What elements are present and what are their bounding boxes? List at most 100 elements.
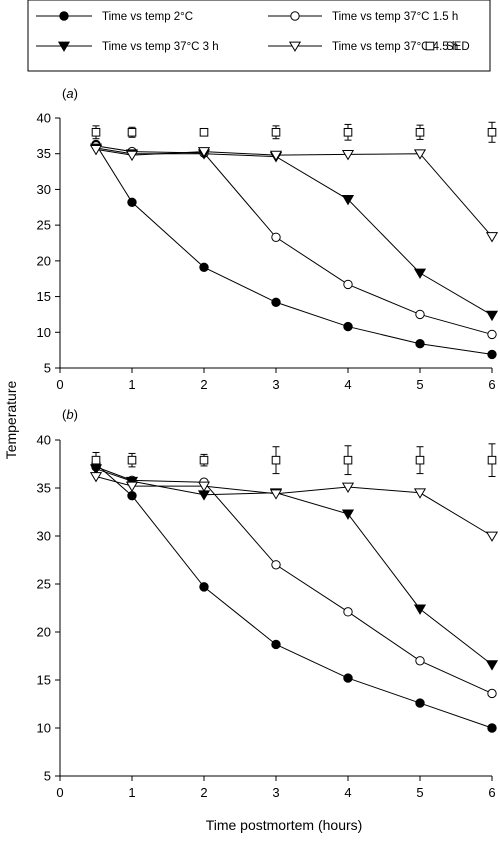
sed-point (343, 455, 353, 465)
legend: Time vs temp 2°C Time vs temp 37°C 1.5 h T… (27, 0, 491, 72)
x-tick-label: 6 (488, 785, 495, 800)
legend-entry: Time vs temp 2°C (36, 11, 193, 23)
y-tick-label: 15 (37, 289, 51, 304)
y-tick-label: 5 (44, 361, 51, 376)
sed-point (199, 127, 209, 137)
series-37c-1-5h-point (343, 607, 353, 617)
sed-point (127, 455, 137, 465)
series-37c-3h-line (95, 147, 493, 316)
series-37c-4-5h-point (125, 481, 139, 493)
legend-marker (290, 11, 300, 21)
legend-label: Time vs temp 37°C 1.5 h (332, 11, 458, 23)
series-37c-4-5h-point (269, 489, 283, 500)
legend-label: Time vs temp 37°C 3 h (102, 41, 219, 53)
sed-point (271, 455, 281, 465)
panel-label: (a) (62, 86, 78, 101)
series-37c-1-5h-point (487, 329, 497, 340)
series-37c-3h-point (197, 490, 211, 501)
series-37c-4-5h-point (197, 147, 211, 158)
series-2c-line (95, 463, 493, 729)
legend-label: Time vs temp 2°C (102, 11, 193, 23)
y-tick-label: 25 (37, 577, 51, 592)
sed-point (415, 127, 425, 137)
sed-point (415, 455, 425, 465)
series-37c-4-5h-point (197, 481, 211, 493)
series-37c-1-5h-point (343, 279, 353, 290)
legend-frame (27, 0, 491, 72)
y-tick-label: 25 (37, 218, 51, 233)
series-37c-3h-point (485, 310, 499, 322)
panel-b: 5 10 15 20 25 30 35 40 0 1 2 3 4 5 6 (b) (37, 407, 499, 800)
legend-marker (59, 11, 69, 21)
series-37c-4-5h-point (341, 150, 355, 161)
series-2c-point (271, 297, 281, 307)
legend-entry: Time vs temp 37°C 3 h (36, 41, 219, 53)
x-tick-label: 3 (272, 785, 279, 800)
x-tick-label: 4 (344, 377, 351, 392)
legend-label: Time vs temp 37°C 4.5 h (332, 41, 458, 53)
y-tick-label: 15 (37, 673, 51, 688)
series-37c-4-5h-point (89, 472, 103, 483)
x-tick-label: 2 (200, 785, 207, 800)
sed-point (91, 455, 101, 465)
x-tick-label: 1 (128, 785, 135, 800)
series-37c-4-5h-point (413, 488, 427, 499)
sed-point (343, 127, 353, 137)
x-tick-label: 6 (488, 377, 495, 392)
y-tick-label: 10 (37, 721, 51, 736)
series-37c-1-5h-line (95, 145, 493, 335)
series-2c-point (343, 673, 353, 683)
sed-point (91, 127, 101, 137)
x-tick-label: 4 (344, 785, 351, 800)
sed-point (487, 127, 497, 137)
series-2c-point (415, 698, 425, 708)
y-tick-label: 35 (37, 481, 51, 496)
x-axis-title: Time postmortem (hours) (206, 817, 363, 833)
series-37c-1-5h-point (271, 560, 281, 570)
series-37c-3h-point (413, 604, 427, 615)
legend-marker (425, 41, 435, 51)
x-tick-label: 5 (416, 785, 423, 800)
y-tick-label: 40 (37, 111, 51, 126)
series-37c-4-5h-point (89, 145, 103, 156)
series-2c-point (127, 197, 137, 207)
legend-label: SED (446, 41, 470, 53)
series-2c-point (271, 639, 281, 650)
x-tick-label: 0 (56, 785, 63, 800)
y-tick-label: 40 (37, 433, 51, 448)
sed-point (271, 127, 281, 137)
legend-entry: SED (425, 41, 470, 53)
series-2c-point (415, 339, 425, 349)
y-tick-label: 20 (37, 253, 51, 268)
y-tick-label: 20 (37, 625, 51, 640)
series-2c-point (127, 490, 137, 501)
y-tick-label: 30 (37, 182, 51, 197)
series-37c-4-5h-point (269, 150, 283, 162)
y-tick-label: 10 (37, 325, 51, 340)
series-37c-4-5h-point (485, 531, 499, 542)
sed-point (199, 455, 209, 465)
series-37c-4-5h-point (341, 482, 355, 493)
series-37c-3h-point (485, 660, 499, 671)
sed-point (487, 455, 497, 465)
y-tick-label: 35 (37, 146, 51, 161)
x-tick-label: 3 (272, 377, 279, 392)
series-2c-point (487, 349, 497, 360)
series-37c-1-5h-point (415, 309, 425, 320)
series-2c-point (487, 723, 497, 733)
series-2c-point (343, 321, 353, 332)
panel-a: 5 10 15 20 25 30 35 40 0 1 2 3 4 5 6 (a) (37, 86, 499, 392)
x-tick-label: 0 (56, 377, 63, 392)
series-2c-point (199, 582, 209, 592)
y-tick-label: 30 (37, 529, 51, 544)
series-37c-4-5h-point (413, 149, 427, 160)
series-37c-3h-line (95, 468, 493, 666)
y-tick-label: 5 (44, 769, 51, 784)
series-37c-4-5h-point (125, 150, 139, 162)
series-37c-3h-point (341, 195, 355, 206)
legend-entry: Time vs temp 37°C 1.5 h (268, 11, 458, 23)
series-37c-3h-point (413, 268, 427, 279)
legend-marker (288, 41, 302, 52)
panel-label: (b) (62, 407, 78, 422)
